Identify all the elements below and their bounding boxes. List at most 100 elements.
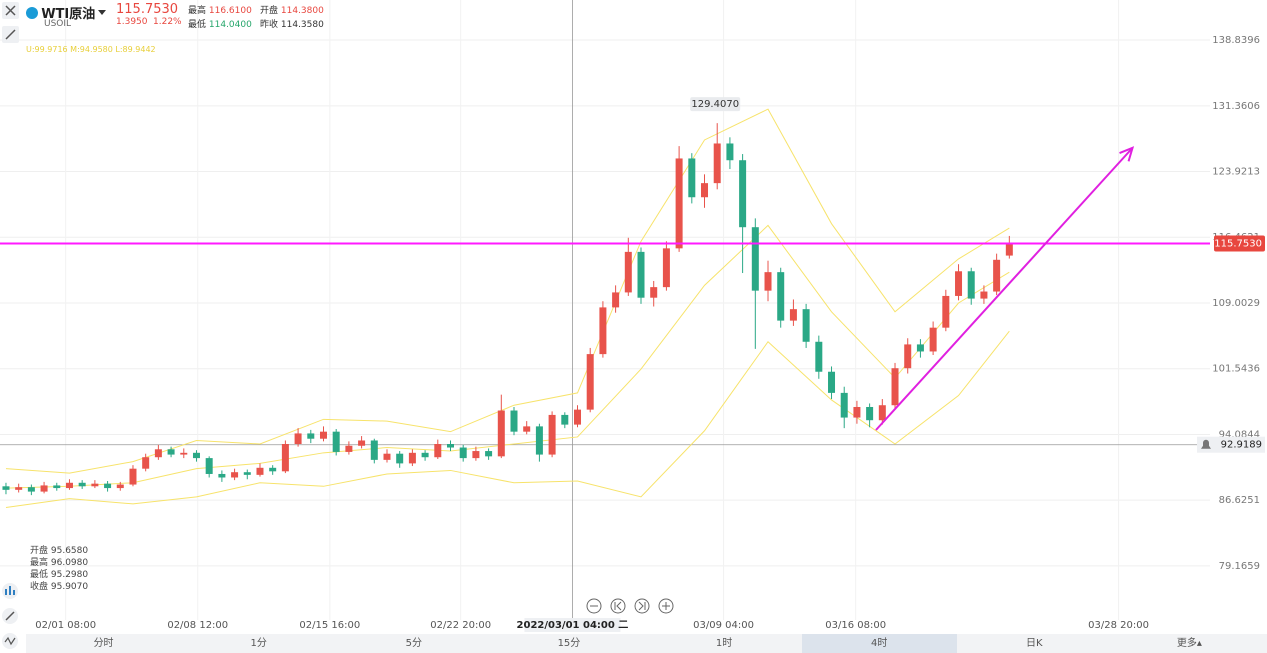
- x-tick-label: 03/28 20:00: [1088, 620, 1149, 631]
- change-pct: 1.22%: [153, 17, 182, 27]
- candle-body: [586, 354, 594, 410]
- candle-body: [192, 452, 200, 459]
- tab[interactable]: 更多▴: [1176, 638, 1202, 649]
- candle-body: [548, 414, 556, 455]
- candle-body: [624, 251, 632, 293]
- ohlc-row: 最低 95.2980: [30, 569, 88, 581]
- candle-body: [358, 440, 366, 446]
- tab[interactable]: 1分: [250, 638, 267, 649]
- ohlc-info: 开盘 95.6580 最高 96.0980 最低 95.2980 收盘 95.9…: [30, 545, 88, 593]
- candle-body: [713, 143, 721, 184]
- candle-body: [688, 158, 696, 198]
- candle-body: [383, 453, 391, 460]
- candle-body: [764, 272, 772, 291]
- x-tick-label: 03/09 04:00: [693, 620, 754, 631]
- candle-body: [345, 445, 353, 452]
- stat-label: 开盘: [260, 6, 279, 16]
- candle-body: [853, 406, 861, 418]
- candle-body: [561, 414, 569, 425]
- candle-body: [205, 458, 213, 474]
- candle-body: [993, 259, 1001, 292]
- tab[interactable]: 日K: [1026, 638, 1043, 649]
- ohlc-value: 95.2980: [50, 570, 89, 580]
- toolbar-icons: [2, 2, 19, 649]
- candle-body: [396, 453, 404, 464]
- symbol-block[interactable]: WTI原油: [26, 3, 107, 22]
- change: 1.3950: [116, 17, 148, 27]
- price: 115.7530: [116, 2, 179, 17]
- tab[interactable]: 分时: [93, 638, 114, 649]
- candle-body: [612, 292, 620, 308]
- candle-body: [802, 309, 810, 342]
- trend-line: [875, 147, 1134, 431]
- candle-body: [459, 447, 467, 459]
- code: USOIL: [44, 19, 72, 29]
- band-middle: [5, 224, 1010, 489]
- candle-body: [815, 341, 823, 372]
- candle-body: [650, 287, 658, 298]
- ohlc-value: 96.0980: [50, 558, 89, 568]
- tab[interactable]: 15分: [557, 638, 581, 649]
- stat-value: 114.0400: [208, 20, 252, 30]
- candle-body: [662, 248, 670, 288]
- y-tick-label: 138.8396: [1212, 35, 1260, 46]
- candle-body: [751, 227, 759, 291]
- band-lower: [5, 330, 1010, 508]
- candle-body: [967, 271, 975, 299]
- alert-label-bg: [1197, 436, 1265, 453]
- symbol: WTI原油: [41, 7, 96, 22]
- x-tick-label: 02/01 08:00: [35, 620, 96, 631]
- candle-body: [180, 452, 188, 455]
- candle-body: [421, 452, 429, 458]
- ohlc-label: 收盘: [30, 582, 49, 592]
- candle-body: [599, 307, 607, 355]
- candle-body: [878, 405, 886, 421]
- stat-label: 最低: [188, 20, 207, 30]
- candle-body: [523, 426, 531, 432]
- plot: 138.8396131.3606123.9213116.4621109.0029…: [0, 0, 1265, 632]
- candle-body: [408, 452, 416, 464]
- tab[interactable]: 4时: [801, 634, 957, 653]
- bell-icon: [1201, 439, 1211, 449]
- candle-body: [269, 467, 277, 472]
- stat-value: 114.3800: [280, 6, 324, 16]
- candle-body: [675, 158, 683, 249]
- ohlc-label: 开盘: [30, 546, 49, 556]
- y-tick-label: 131.3606: [1212, 101, 1260, 112]
- candle-body: [904, 344, 912, 369]
- last-price-label: 115.7530: [1214, 238, 1262, 249]
- candle-body: [231, 472, 239, 478]
- candle-body: [789, 309, 797, 321]
- candle-body: [446, 444, 454, 448]
- zoom-controls[interactable]: [586, 598, 674, 614]
- crosshair-label-bg: [524, 618, 621, 632]
- y-tick-label: 109.0029: [1212, 298, 1260, 309]
- candle-body: [701, 183, 709, 198]
- ohlc-value: 95.9070: [50, 582, 89, 592]
- candle-body: [866, 406, 874, 421]
- period-tabs: 分时 1分 5分 15分 1时 4时 日K 更多▴: [26, 634, 1267, 653]
- band-upper: [5, 108, 1010, 474]
- candle-body: [726, 143, 734, 161]
- tab[interactable]: 5分: [405, 638, 422, 649]
- candle-body: [116, 484, 124, 489]
- candle-body: [27, 487, 35, 492]
- candle-body: [2, 486, 10, 490]
- tab[interactable]: 1时: [715, 638, 733, 649]
- alert-label: 92.9189: [1221, 440, 1262, 451]
- candle-body: [637, 251, 645, 298]
- candle-body: [840, 392, 848, 418]
- stat-label: 最高: [188, 6, 207, 16]
- candle-body: [104, 483, 112, 489]
- candle-body: [256, 467, 264, 475]
- y-tick-label: 101.5436: [1212, 364, 1260, 375]
- x-tick-label: 02/08 12:00: [167, 620, 228, 631]
- candle-body: [294, 433, 302, 445]
- stat-value: 116.6100: [208, 6, 252, 16]
- candle-body: [218, 473, 226, 478]
- y-tick-label: 94.0844: [1219, 429, 1260, 440]
- candle-body: [154, 449, 162, 458]
- crosshair-label: 2022/03/01 04:00 二: [517, 619, 629, 631]
- ohlc-value: 95.6580: [50, 546, 89, 556]
